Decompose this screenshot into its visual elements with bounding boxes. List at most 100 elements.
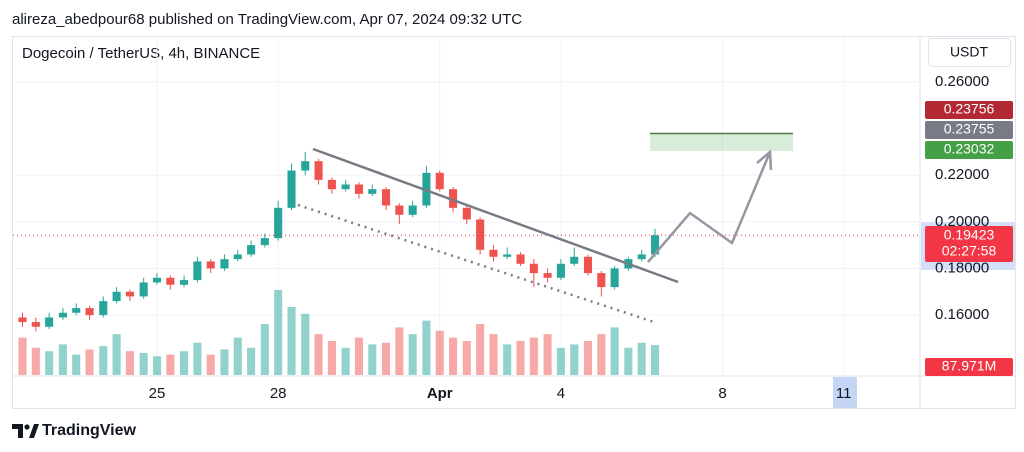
volume-bar bbox=[85, 349, 94, 375]
volume-bar bbox=[31, 347, 40, 375]
volume-bar bbox=[206, 354, 215, 375]
volume-bar bbox=[180, 351, 189, 375]
candle-body bbox=[435, 172, 444, 190]
currency: USDT bbox=[950, 44, 989, 60]
last-price: 0.19423 bbox=[944, 227, 995, 243]
candle-body bbox=[233, 254, 242, 260]
volume-bar bbox=[58, 344, 67, 375]
volume-bar bbox=[327, 341, 336, 375]
candle-body bbox=[180, 280, 189, 285]
x-tick-label: 11 bbox=[836, 385, 852, 402]
volume-bar bbox=[193, 342, 202, 375]
candle-body bbox=[260, 238, 269, 246]
candle-body bbox=[139, 282, 148, 297]
candle-body bbox=[503, 254, 512, 257]
volume-bar bbox=[125, 351, 134, 375]
candle-body bbox=[462, 207, 471, 220]
candle-body bbox=[583, 256, 593, 274]
volume-bar bbox=[529, 337, 538, 375]
candle-body bbox=[556, 263, 565, 278]
price-tag bbox=[925, 101, 1013, 119]
volume-bar bbox=[408, 334, 417, 375]
candle-body bbox=[395, 205, 404, 215]
candle-body bbox=[72, 308, 81, 313]
candle-body bbox=[570, 256, 579, 264]
candle-body bbox=[287, 170, 296, 208]
volume-bar bbox=[314, 334, 323, 375]
volume-bar bbox=[435, 330, 444, 375]
volume-bar bbox=[570, 344, 579, 375]
volume-bar bbox=[301, 313, 310, 375]
volume-bar bbox=[18, 337, 27, 375]
volume-bar bbox=[650, 345, 660, 375]
candle-body bbox=[58, 312, 67, 318]
candle-body bbox=[31, 322, 40, 327]
candle-body bbox=[529, 263, 538, 274]
axes: 0.16000 0.18000 0.20000 0.22000 0.26000 25 28 A… bbox=[149, 73, 990, 402]
volume-bar bbox=[247, 347, 256, 375]
candle-body bbox=[543, 273, 552, 278]
axis-highlight bbox=[833, 377, 857, 408]
candle-body bbox=[476, 219, 485, 250]
target-zone bbox=[650, 133, 793, 151]
trend-line bbox=[312, 147, 679, 284]
volume-bar bbox=[449, 337, 458, 375]
candle-body bbox=[99, 301, 108, 316]
volume-bar bbox=[99, 346, 108, 375]
candle-body bbox=[18, 317, 27, 323]
candle-body bbox=[125, 291, 134, 297]
volume-bar bbox=[139, 352, 148, 375]
volume-bar bbox=[583, 341, 593, 375]
volume-bar bbox=[45, 351, 54, 375]
x-tick-label: Apr bbox=[427, 385, 453, 402]
currency-box[interactable] bbox=[928, 38, 1011, 67]
volume-bar bbox=[503, 344, 512, 375]
candle-body bbox=[341, 184, 350, 190]
candle-body bbox=[220, 259, 229, 269]
volume-bar bbox=[489, 334, 498, 375]
candle-body bbox=[610, 268, 619, 288]
candle-body bbox=[112, 291, 121, 302]
volume-bar bbox=[476, 324, 485, 375]
volume-bar bbox=[354, 337, 364, 375]
x-tick-label: 28 bbox=[270, 385, 287, 402]
candle-body bbox=[489, 249, 498, 257]
candle-body bbox=[516, 254, 525, 264]
price-tag-label: 0.23755 bbox=[944, 121, 995, 137]
volume-bar bbox=[597, 334, 606, 375]
volume-bar bbox=[72, 354, 81, 375]
y-tick-label: 0.26000 bbox=[935, 73, 989, 90]
price-tag bbox=[925, 141, 1013, 159]
volume-bar bbox=[381, 342, 391, 375]
volume-bar bbox=[422, 320, 431, 375]
candle-body bbox=[247, 245, 256, 255]
volume-tag-label: 87.971M bbox=[942, 358, 996, 374]
volume-layer bbox=[18, 290, 660, 375]
volume-bar bbox=[368, 344, 377, 375]
candle-body bbox=[45, 317, 54, 327]
candle-body bbox=[166, 277, 175, 285]
volume-bar bbox=[341, 347, 350, 375]
volume-bar bbox=[166, 354, 175, 375]
volume-bar bbox=[556, 347, 565, 375]
volume-bar bbox=[152, 356, 162, 375]
y-tick-label: 0.20000 bbox=[935, 213, 989, 230]
y-tick-label: 0.18000 bbox=[935, 259, 989, 276]
candle-body bbox=[597, 273, 606, 288]
volume-bar bbox=[112, 334, 121, 375]
x-tick-label: 25 bbox=[149, 385, 166, 402]
logo bbox=[12, 424, 39, 438]
projection-path bbox=[647, 151, 772, 263]
candle-body bbox=[152, 277, 162, 283]
volume-bar bbox=[395, 327, 404, 375]
y-tick-label: 0.22000 bbox=[935, 166, 989, 183]
candle-body bbox=[650, 235, 660, 255]
candle-body bbox=[368, 189, 377, 194]
volume-bar bbox=[637, 342, 646, 375]
price-tag-label: 0.23032 bbox=[944, 141, 995, 157]
projection-arrowhead bbox=[756, 149, 773, 171]
price-tag-label: 0.23756 bbox=[944, 101, 995, 117]
volume-bar bbox=[233, 337, 242, 375]
volume-bar bbox=[274, 290, 283, 375]
volume-bar bbox=[220, 349, 229, 375]
